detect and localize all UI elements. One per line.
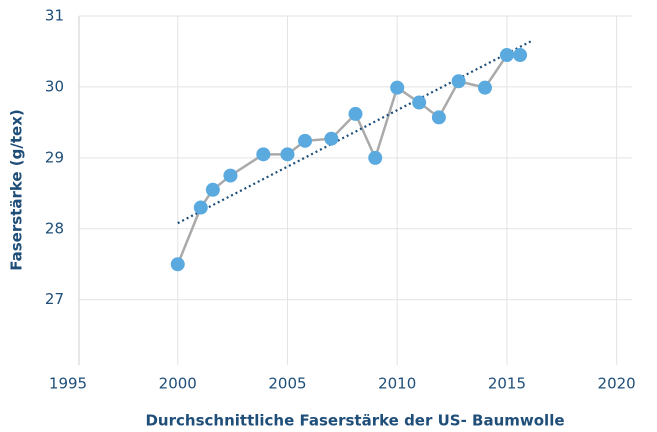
y-tick-label: 30 bbox=[45, 77, 64, 95]
x-tick-label: 2020 bbox=[598, 375, 636, 393]
trend-line bbox=[177, 39, 534, 225]
y-tick-label: 31 bbox=[45, 7, 64, 25]
y-axis-label: Faserstärke (g/tex) bbox=[8, 109, 26, 271]
data-line bbox=[176, 53, 521, 265]
data-point bbox=[223, 168, 238, 183]
data-point bbox=[324, 131, 339, 146]
data-point bbox=[368, 150, 383, 165]
x-tick-label: 2010 bbox=[378, 375, 416, 393]
data-point bbox=[451, 74, 466, 89]
data-point bbox=[280, 147, 295, 162]
data-point bbox=[298, 133, 313, 148]
data-point bbox=[477, 80, 492, 95]
data-point bbox=[348, 106, 363, 121]
y-tick-label: 28 bbox=[45, 219, 64, 237]
y-tick-label: 29 bbox=[45, 148, 64, 166]
x-tick-label: 1995 bbox=[49, 375, 87, 393]
data-point bbox=[390, 80, 405, 95]
data-point bbox=[193, 200, 208, 215]
data-point bbox=[256, 147, 271, 162]
data-point bbox=[170, 257, 185, 272]
data-point bbox=[499, 48, 514, 63]
data-point bbox=[205, 182, 220, 197]
x-axis-label: Durchschnittliche Faserstärke der US- Ba… bbox=[145, 412, 564, 430]
y-tick-label: 27 bbox=[45, 290, 64, 308]
x-tick-label: 2005 bbox=[268, 375, 306, 393]
x-tick-label: 2015 bbox=[488, 375, 526, 393]
x-tick-label: 2000 bbox=[159, 375, 197, 393]
data-point bbox=[513, 48, 528, 63]
data-point bbox=[412, 95, 427, 110]
data-point bbox=[431, 110, 446, 125]
